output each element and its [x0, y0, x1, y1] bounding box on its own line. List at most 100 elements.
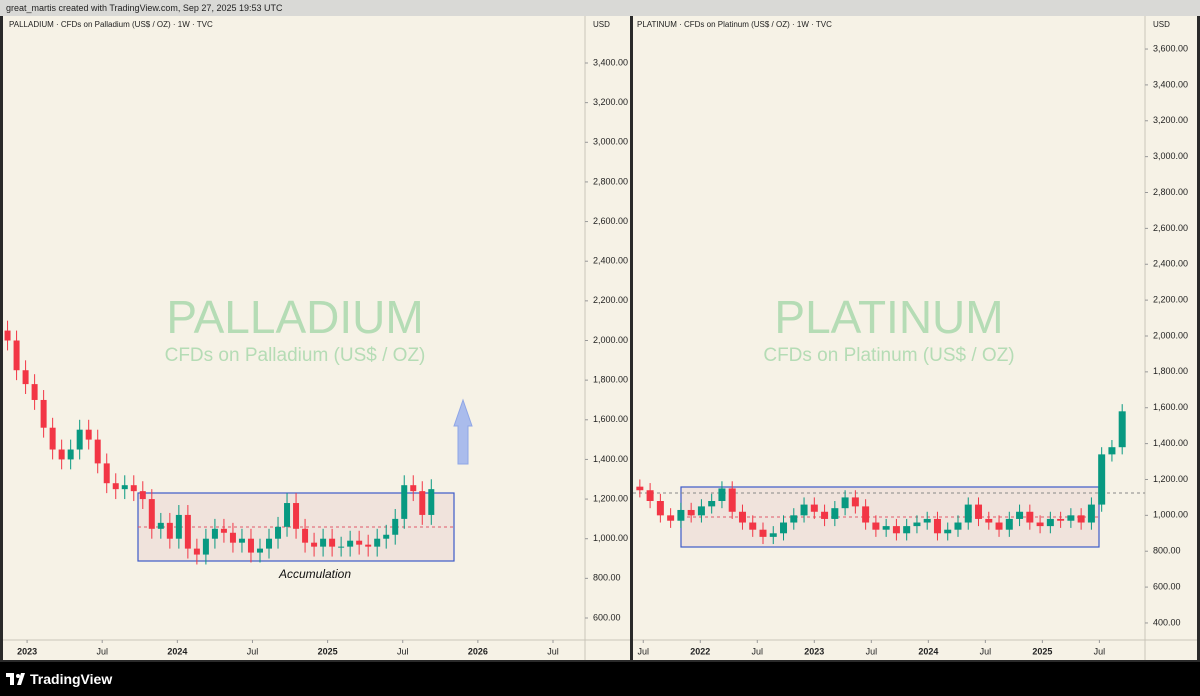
candle-body	[1067, 515, 1075, 521]
y-tick-label: 2,400.00	[593, 256, 628, 266]
y-tick-label: 3,000.00	[1153, 151, 1188, 161]
y-tick-label: 2,200.00	[593, 295, 628, 305]
y-tick-label: 2,600.00	[593, 216, 628, 226]
y-tick-label: 1,000.00	[593, 533, 628, 543]
candle-body	[31, 384, 38, 400]
candle-body	[1108, 447, 1116, 455]
y-tick-label: 1,600.00	[1153, 402, 1188, 412]
candle-body	[862, 506, 870, 523]
candle-body	[347, 540, 354, 547]
candle-body	[708, 501, 716, 507]
candle-body	[76, 429, 83, 450]
watermark-subtitle: CFDs on Palladium (US$ / OZ)	[165, 345, 426, 366]
x-tick-label: 2026	[468, 646, 488, 656]
y-tick-label: 2,000.00	[593, 335, 628, 345]
y-tick-label: 2,600.00	[1153, 223, 1188, 233]
candle-body	[229, 532, 236, 543]
candle-body	[410, 485, 417, 492]
y-tick-label: 2,800.00	[1153, 187, 1188, 197]
candle-body	[687, 509, 695, 516]
candle-body	[985, 518, 993, 523]
y-tick-label: 600.00	[1153, 581, 1181, 591]
candle-body	[749, 522, 757, 530]
candle-body	[790, 515, 798, 523]
footer: TradingView	[0, 662, 1200, 696]
candle-body	[821, 511, 829, 519]
candle-body	[954, 522, 962, 530]
watermark-subtitle: CFDs on Platinum (US$ / OZ)	[763, 345, 1014, 366]
candle-body	[1087, 504, 1095, 523]
candle-body	[220, 528, 227, 533]
candle-body	[49, 427, 56, 450]
y-tick-label: 600.00	[593, 612, 621, 622]
y-tick-label: 1,000.00	[1153, 510, 1188, 520]
candle-body	[112, 483, 119, 490]
x-tick-label: 2025	[318, 646, 338, 656]
y-tick-label: 3,400.00	[1153, 79, 1188, 89]
candle-body	[374, 538, 381, 547]
y-tick-label: 2,800.00	[593, 176, 628, 186]
candle-body	[275, 526, 282, 539]
candle-body	[211, 528, 218, 539]
y-tick-label: 1,200.00	[593, 493, 628, 503]
y-tick-label: 3,600.00	[1153, 43, 1188, 53]
candle-body	[401, 485, 408, 519]
candle-body	[148, 499, 155, 529]
candle-body	[284, 503, 291, 527]
x-tick-label: Jul	[980, 646, 992, 656]
candle-body	[139, 491, 146, 500]
candle-body	[238, 538, 245, 543]
candle-body	[1016, 511, 1024, 519]
candle-body	[329, 538, 336, 547]
candle-body	[184, 514, 191, 549]
candle-body	[933, 518, 941, 534]
candle-body	[67, 449, 74, 460]
candle-body	[202, 538, 209, 555]
x-tick-label: 2023	[17, 646, 37, 656]
y-tick-label: 1,600.00	[593, 414, 628, 424]
y-tick-label: 1,400.00	[1153, 438, 1188, 448]
x-tick-label: 2024	[167, 646, 187, 656]
candle-body	[677, 509, 685, 521]
candle-body	[247, 538, 254, 553]
candle-body	[903, 526, 911, 534]
x-tick-label: Jul	[547, 646, 559, 656]
candle-body	[913, 522, 921, 527]
candle-body	[718, 488, 726, 502]
candle-body	[4, 330, 11, 341]
candle-body	[40, 399, 47, 428]
candle-body	[103, 463, 110, 484]
y-tick-label: 2,000.00	[1153, 330, 1188, 340]
watermark: PALLADIUM	[166, 291, 423, 343]
y-tick-label: 1,400.00	[593, 454, 628, 464]
candle-body	[1046, 518, 1054, 527]
candle-body	[22, 370, 29, 385]
candle-body	[175, 514, 182, 539]
candle-body	[1118, 411, 1126, 448]
candle-body	[320, 538, 327, 547]
x-tick-label: Jul	[1094, 646, 1106, 656]
candle-body	[646, 490, 654, 502]
candle-body	[356, 540, 363, 545]
candle-body	[1036, 522, 1044, 527]
watermark: PLATINUM	[774, 291, 1003, 343]
panel-left	[3, 16, 630, 660]
candle-body	[851, 497, 859, 507]
candle-body	[882, 526, 890, 530]
x-tick-label: 2022	[690, 646, 710, 656]
candle-body	[302, 528, 309, 543]
y-tick-label: 1,800.00	[593, 375, 628, 385]
candle-body	[656, 501, 664, 516]
candle-body	[256, 548, 263, 553]
candle-body	[872, 522, 880, 530]
y-tick-label: 3,400.00	[593, 57, 628, 67]
candle-body	[1026, 511, 1034, 523]
candle-body	[266, 538, 273, 549]
candle-body	[697, 506, 705, 516]
x-tick-label: 2024	[918, 646, 938, 656]
candle-body	[13, 340, 20, 371]
candle-body	[166, 522, 173, 539]
candle-body	[995, 522, 1003, 530]
